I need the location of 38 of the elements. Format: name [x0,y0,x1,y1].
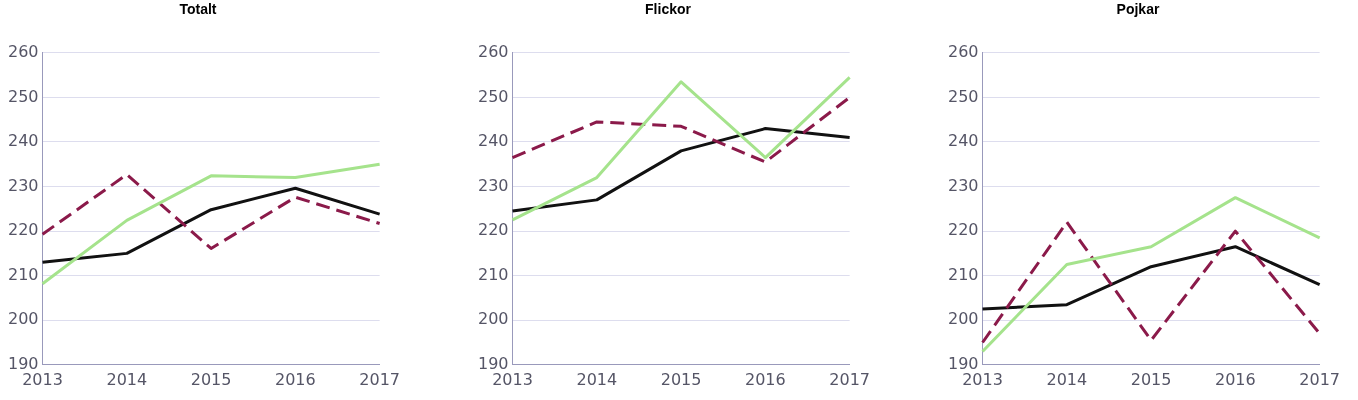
y-tick-label: 230 [947,175,979,195]
y-tick-label: 260 [477,41,509,61]
x-tick-label: 2014 [576,369,618,389]
y-tick-label: 250 [947,86,979,106]
chart-title: Pojkar [1116,1,1160,18]
x-tick-label: 2015 [1130,369,1172,389]
y-tick-label: 240 [477,131,509,151]
chart-title: Totalt [179,1,217,18]
y-tick-label: 220 [7,220,39,240]
x-tick-label: 2015 [190,369,232,389]
y-tick-label: 230 [7,175,39,195]
y-tick-label: 210 [947,264,979,284]
x-tick-label: 2017 [359,369,400,389]
x-tick-label: 2016 [745,369,786,389]
x-tick-label: 2017 [1299,369,1340,389]
y-tick-label: 240 [947,131,979,151]
y-tick-label: 210 [477,264,509,284]
x-tick-label: 2014 [106,369,148,389]
chart-title: Flickor [645,1,692,18]
y-tick-label: 200 [477,309,509,329]
y-tick-label: 210 [7,264,39,284]
y-tick-label: 260 [947,41,979,61]
y-tick-label: 200 [7,309,39,329]
y-tick-label: 200 [947,309,979,329]
y-tick-label: 220 [947,220,979,240]
x-tick-label: 2016 [275,369,316,389]
line-series [41,172,382,250]
x-tick-label: 2015 [660,369,702,389]
y-tick-label: 250 [477,86,509,106]
x-tick-label: 2014 [1046,369,1088,389]
y-tick-label: 250 [7,86,39,106]
y-tick-label: 230 [477,175,509,195]
x-tick-label: 2016 [1215,369,1256,389]
x-tick-label: 2017 [829,369,870,389]
line-series [981,220,1322,345]
y-tick-label: 260 [7,41,39,61]
y-tick-label: 220 [477,220,509,240]
y-tick-label: 240 [7,131,39,151]
